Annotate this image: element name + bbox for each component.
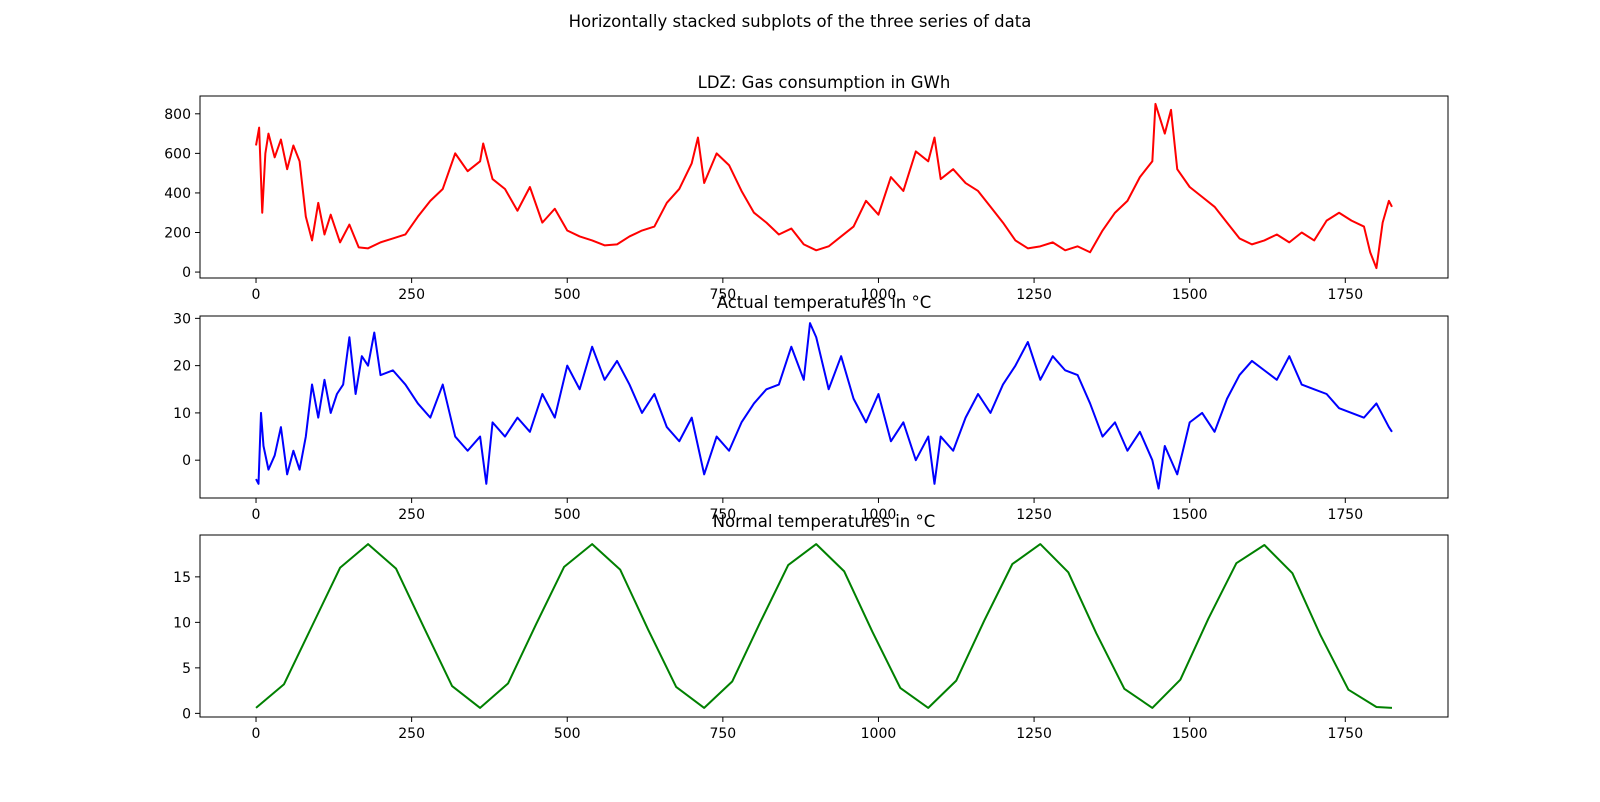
x-tick-label: 0	[252, 287, 261, 303]
y-tick-label: 800	[164, 107, 191, 123]
y-tick-label: 0	[182, 265, 191, 281]
x-tick-label: 500	[554, 287, 581, 303]
x-tick-label: 750	[709, 726, 736, 742]
x-tick-label: 1500	[1172, 726, 1208, 742]
x-tick-label: 750	[709, 287, 736, 303]
series-line	[255, 322, 1393, 490]
x-tick-label: 250	[398, 287, 425, 303]
x-tick-label: 0	[252, 507, 261, 523]
y-tick-label: 600	[164, 146, 191, 162]
y-tick-label: 0	[182, 706, 191, 722]
x-tick-label: 1000	[861, 287, 897, 303]
x-tick-label: 1750	[1327, 287, 1363, 303]
x-tick-label: 500	[554, 507, 581, 523]
y-tick-label: 200	[164, 226, 191, 242]
subplot-1: LDZ: Gas consumption in GWh 0 250 500 750 100…	[164, 73, 1449, 303]
x-tick-label: 0	[252, 726, 261, 742]
x-tick-label: 750	[709, 507, 736, 523]
x-tick-label: 250	[398, 726, 425, 742]
axes-frame	[199, 534, 1449, 718]
x-tick-label: 1500	[1172, 507, 1208, 523]
x-tick-label: 1500	[1172, 287, 1208, 303]
x-tick-label: 1250	[1016, 507, 1052, 523]
subplot-3: Normal temperatures in °C 0 250 500 750 1000 1…	[173, 512, 1449, 742]
series-line	[255, 543, 1393, 709]
x-tick-label: 250	[398, 507, 425, 523]
figure-suptitle: Horizontally stacked subplots of the thr…	[569, 12, 1032, 31]
x-tick-label: 1000	[861, 507, 897, 523]
y-tick-label: 0	[182, 453, 191, 469]
x-tick-label: 1000	[861, 726, 897, 742]
axes-frame	[199, 315, 1449, 499]
y-tick-label: 400	[164, 186, 191, 202]
y-tick-label: 30	[173, 311, 191, 327]
y-tick-label: 20	[173, 359, 191, 375]
y-tick-label: 10	[173, 406, 191, 422]
y-tick-label: 15	[173, 570, 191, 586]
y-tick-label: 10	[173, 615, 191, 631]
y-tick-label: 5	[182, 661, 191, 677]
subplot-title: Actual temperatures in °C	[717, 293, 932, 312]
series-line	[255, 102, 1393, 270]
x-tick-label: 1250	[1016, 726, 1052, 742]
x-tick-label: 1250	[1016, 287, 1052, 303]
subplot-title: Normal temperatures in °C	[713, 512, 936, 531]
axes-frame	[199, 95, 1449, 279]
subplot-title: LDZ: Gas consumption in GWh	[698, 73, 951, 92]
x-tick-label: 500	[554, 726, 581, 742]
x-tick-label: 1750	[1327, 726, 1363, 742]
subplot-2: Actual temperatures in °C 0 250 500 750 1000 1…	[173, 293, 1449, 523]
x-tick-label: 1750	[1327, 507, 1363, 523]
